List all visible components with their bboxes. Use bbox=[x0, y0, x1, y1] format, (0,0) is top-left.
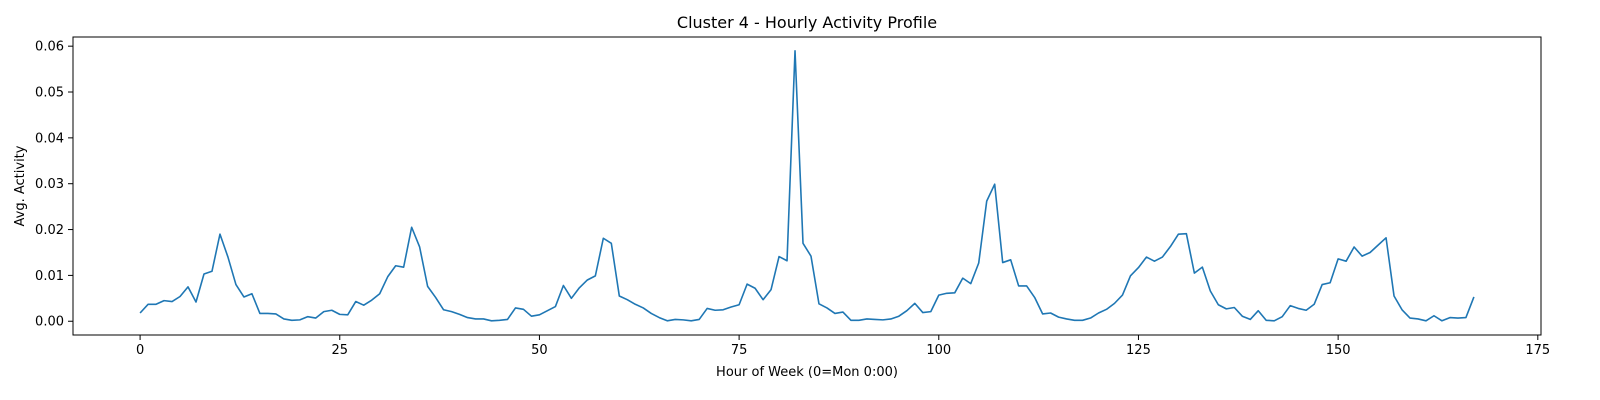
y-tick-label: 0.00 bbox=[35, 315, 64, 330]
y-tick-label: 0.01 bbox=[35, 269, 64, 284]
y-axis-title: Avg. Activity bbox=[13, 145, 28, 226]
x-axis-title: Hour of Week (0=Mon 0:00) bbox=[716, 365, 898, 380]
x-tick-label: 150 bbox=[1326, 343, 1351, 358]
y-tick-label: 0.02 bbox=[35, 223, 64, 238]
y-tick-label: 0.03 bbox=[35, 177, 64, 192]
x-tick-label: 75 bbox=[731, 343, 748, 358]
x-tick-label: 0 bbox=[136, 343, 144, 358]
y-tick-label: 0.06 bbox=[35, 40, 64, 55]
y-axis: 0.00 0.01 0.02 0.03 0.04 0.05 0.06 bbox=[35, 40, 73, 330]
x-tick-label: 25 bbox=[331, 343, 348, 358]
x-tick-label: 175 bbox=[1525, 343, 1550, 358]
chart-title: Cluster 4 - Hourly Activity Profile bbox=[677, 13, 937, 32]
series-line bbox=[139, 49, 1475, 322]
x-tick-label: 125 bbox=[1126, 343, 1151, 358]
plot-area-frame bbox=[72, 36, 1542, 336]
y-tick-label: 0.04 bbox=[35, 131, 64, 146]
y-tick-label: 0.05 bbox=[35, 86, 64, 101]
x-axis: 0 25 50 75 100 125 150 175 bbox=[136, 335, 1550, 358]
x-tick-label: 50 bbox=[531, 343, 548, 358]
x-tick-label: 100 bbox=[926, 343, 951, 358]
